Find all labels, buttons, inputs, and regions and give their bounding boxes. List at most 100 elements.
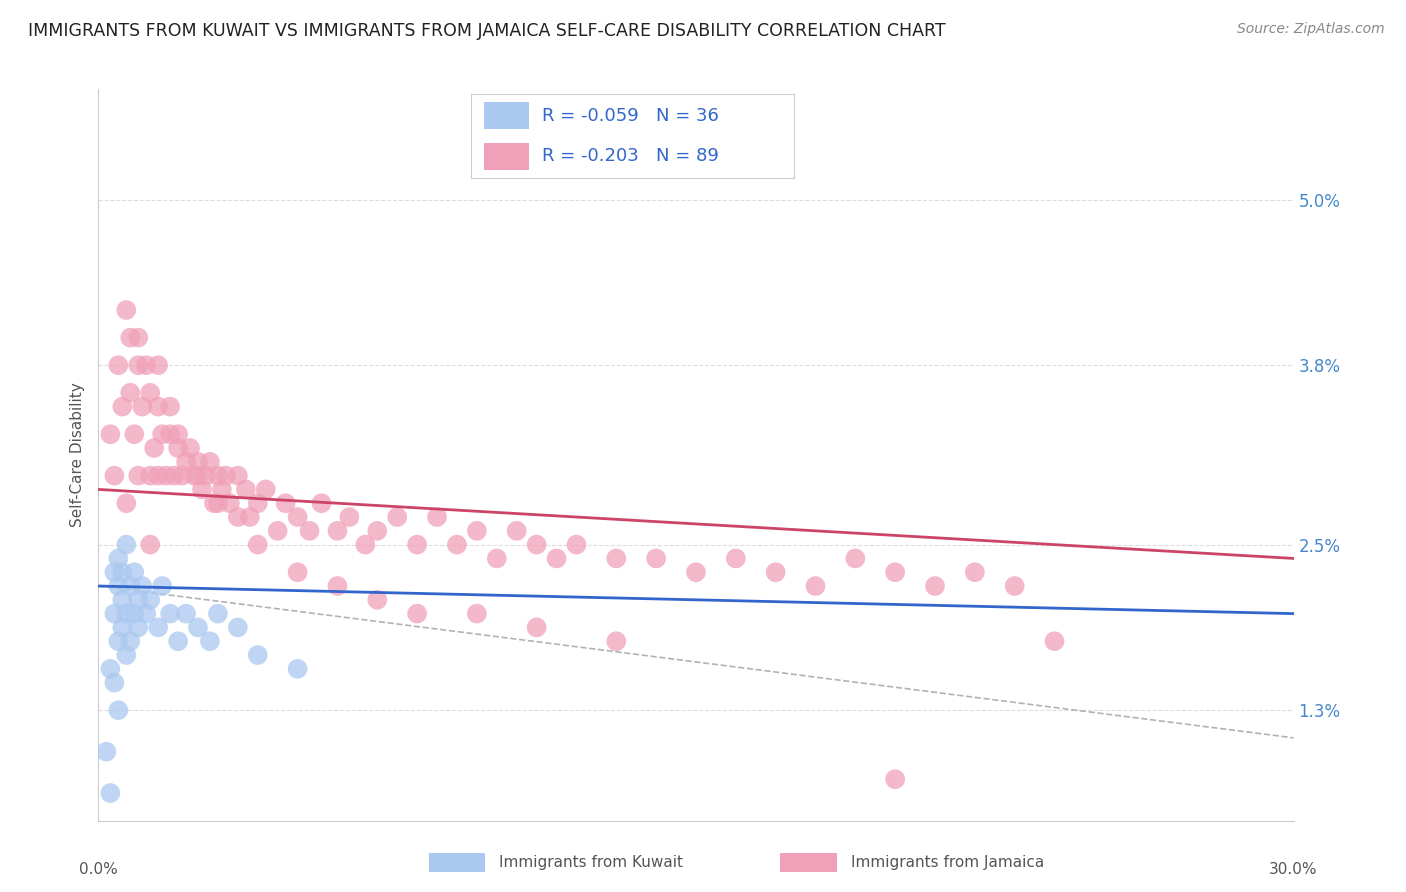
Point	[326, 579, 349, 593]
Point	[339, 510, 361, 524]
Point	[366, 592, 388, 607]
Point	[198, 455, 221, 469]
Point	[107, 358, 129, 372]
Point	[207, 607, 229, 621]
Point	[111, 620, 134, 634]
Point	[174, 455, 197, 469]
Point	[167, 634, 190, 648]
Point	[135, 358, 157, 372]
Point	[235, 483, 257, 497]
Point	[207, 468, 229, 483]
Point	[172, 468, 194, 483]
Point	[135, 607, 157, 621]
Point	[246, 496, 269, 510]
Point	[963, 566, 986, 580]
Point	[565, 538, 588, 552]
Point	[139, 385, 162, 400]
Point	[326, 524, 349, 538]
Point	[159, 400, 181, 414]
Point	[179, 441, 201, 455]
Point	[804, 579, 827, 593]
Point	[924, 579, 946, 593]
Point	[107, 634, 129, 648]
Point	[207, 496, 229, 510]
Point	[246, 538, 269, 552]
Point	[103, 566, 125, 580]
Point	[1004, 579, 1026, 593]
Point	[120, 385, 142, 400]
Point	[139, 468, 162, 483]
Point	[98, 786, 122, 800]
Point	[127, 358, 149, 372]
Point	[148, 468, 170, 483]
Point	[366, 524, 388, 538]
Point	[844, 551, 866, 566]
Point	[155, 468, 177, 483]
Point	[187, 620, 209, 634]
Point	[139, 592, 162, 607]
Point	[183, 468, 205, 483]
Text: Immigrants from Kuwait: Immigrants from Kuwait	[499, 855, 683, 870]
Point	[124, 427, 146, 442]
Point	[267, 524, 290, 538]
Point	[202, 496, 225, 510]
Point	[884, 772, 907, 787]
Point	[159, 427, 181, 442]
Point	[115, 607, 138, 621]
Point	[131, 579, 153, 593]
Point	[98, 662, 122, 676]
Point	[148, 400, 170, 414]
Point	[765, 566, 787, 580]
Point	[526, 538, 548, 552]
Point	[98, 427, 122, 442]
Point	[115, 648, 138, 662]
Point	[195, 468, 218, 483]
Point	[127, 620, 149, 634]
Point	[605, 634, 627, 648]
Point	[191, 483, 214, 497]
Point	[215, 468, 238, 483]
Point	[254, 483, 277, 497]
Point	[111, 566, 134, 580]
Point	[219, 496, 242, 510]
Point	[103, 675, 125, 690]
Point	[167, 441, 190, 455]
Point	[159, 607, 181, 621]
Point	[287, 662, 309, 676]
Point	[465, 607, 488, 621]
Text: 0.0%: 0.0%	[79, 862, 118, 877]
Point	[120, 579, 142, 593]
Point	[115, 538, 138, 552]
Point	[298, 524, 321, 538]
Point	[124, 607, 146, 621]
Point	[724, 551, 747, 566]
Point	[526, 620, 548, 634]
Bar	[484, 143, 529, 169]
Text: R = -0.203   N = 89: R = -0.203 N = 89	[543, 147, 718, 165]
Point	[148, 620, 170, 634]
Point	[150, 579, 173, 593]
Point	[120, 634, 142, 648]
Point	[884, 566, 907, 580]
Point	[446, 538, 468, 552]
Point	[685, 566, 707, 580]
Point	[187, 468, 209, 483]
Point	[96, 745, 118, 759]
Point	[103, 607, 125, 621]
Point	[211, 483, 233, 497]
Point	[148, 358, 170, 372]
Point	[115, 496, 138, 510]
Point	[1043, 634, 1066, 648]
Text: R = -0.059   N = 36: R = -0.059 N = 36	[543, 107, 718, 125]
Point	[127, 468, 149, 483]
Point	[127, 330, 149, 344]
Point	[115, 303, 138, 318]
Point	[465, 524, 488, 538]
Point	[239, 510, 262, 524]
Point	[406, 538, 429, 552]
Point	[120, 330, 142, 344]
Point	[107, 551, 129, 566]
Point	[139, 538, 162, 552]
Text: IMMIGRANTS FROM KUWAIT VS IMMIGRANTS FROM JAMAICA SELF-CARE DISABILITY CORRELATI: IMMIGRANTS FROM KUWAIT VS IMMIGRANTS FRO…	[28, 22, 946, 40]
Point	[385, 510, 409, 524]
